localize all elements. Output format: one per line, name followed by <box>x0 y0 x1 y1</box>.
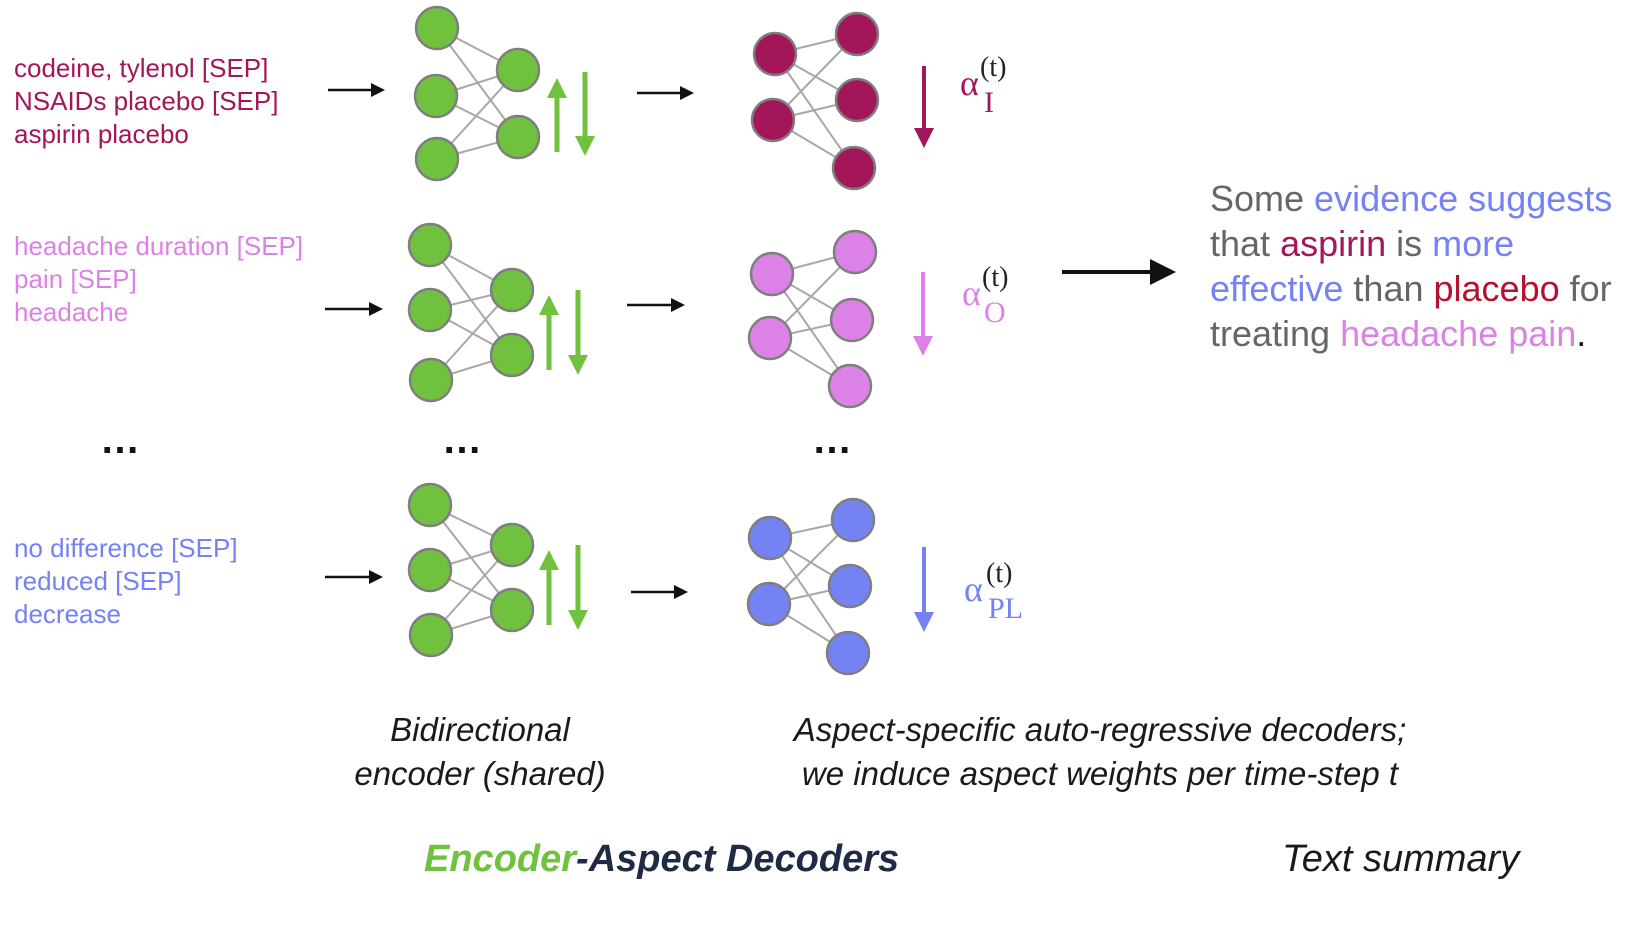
summary-segment: Some <box>1210 178 1315 219</box>
input-arrow-row-2-head <box>369 302 383 316</box>
decoder-row-2-node <box>827 363 873 409</box>
alpha-O-symbol: α <box>962 273 981 313</box>
decoder-row-1-node <box>750 97 796 143</box>
aspect-weight-arrow-row-2-head <box>913 336 933 356</box>
decoder-row-2-node <box>829 297 875 343</box>
summary-arrow-head <box>1150 259 1176 285</box>
row-1-line-1: codeine, tylenol [SEP] <box>14 53 269 83</box>
decoder-row-1-node <box>831 145 877 191</box>
row-3-line-1: no difference [SEP] <box>14 533 238 563</box>
summary-segment: than <box>1343 268 1434 309</box>
decoder-row-2-node <box>749 251 795 297</box>
encoder-row-1-node <box>414 5 460 51</box>
row-2-line-2: pain [SEP] <box>14 264 137 294</box>
encoder-row-3-node <box>408 612 454 658</box>
row-1-line-3: aspirin placebo <box>14 119 189 149</box>
encoder-to-decoder-arrow-row-2-head <box>671 298 685 312</box>
decoder-row-3-node <box>746 581 792 627</box>
text-summary: Some evidence suggests that aspirin is m… <box>1210 176 1640 356</box>
encoder-caption-line-2: encoder (shared) <box>354 755 606 792</box>
row-1-input-text: codeine, tylenol [SEP] NSAIDs placebo [S… <box>14 52 278 151</box>
ellipsis-decoder: … <box>812 418 854 462</box>
encoder-down-arrow-row-2-head <box>568 355 588 375</box>
encoder-row-1-node <box>413 73 459 119</box>
decoder-row-3-node <box>827 563 873 609</box>
encoder-caption-line-1: Bidirectional <box>390 711 570 748</box>
alpha-O-subscript: O <box>984 296 1006 329</box>
row-3-line-2: reduced [SEP] <box>14 566 182 596</box>
summary-segment: . <box>1576 313 1587 354</box>
encoder-to-decoder-arrow-row-3-head <box>674 585 688 599</box>
row-2-input-text: headache duration [SEP] pain [SEP] heada… <box>14 230 303 329</box>
row-3-input-text: no difference [SEP] reduced [SEP] decrea… <box>14 532 238 631</box>
summary-segment <box>1458 178 1468 219</box>
encoder-up-arrow-row-1-head <box>547 78 567 98</box>
encoder-row-2-node <box>407 287 453 333</box>
alpha-I-superscript: (t) <box>980 52 1007 83</box>
input-arrow-row-3-head <box>369 570 383 584</box>
summary-segment: more effective <box>1210 223 1515 309</box>
encoder-row-3-node <box>489 587 535 633</box>
encoder-to-decoder-arrow-row-1-head <box>680 86 694 100</box>
alpha-PL-label: α (t) PL <box>964 558 1023 625</box>
summary-segment: for treating <box>1210 268 1612 354</box>
summary-segment: suggests <box>1468 178 1613 219</box>
summary-segment: evidence <box>1314 178 1459 219</box>
ellipsis-encoder: … <box>442 418 484 462</box>
encoder-row-3-node <box>407 482 453 528</box>
decoder-caption-line-1: Aspect-specific auto-regressive decoders… <box>793 711 1407 748</box>
alpha-I-symbol: α <box>960 63 979 103</box>
encoder-row-1-node <box>495 47 541 93</box>
alpha-O-superscript: (t) <box>982 262 1009 293</box>
decoder-row-3-node <box>825 630 871 676</box>
alpha-I-label: α (t) I <box>960 52 1006 119</box>
decoder-row-1-node <box>752 31 798 77</box>
title-dash: - <box>576 838 589 880</box>
alpha-I-subscript: I <box>984 86 994 119</box>
decoder-caption: Aspect-specific auto-regressive decoders… <box>760 708 1440 796</box>
alpha-PL-superscript: (t) <box>986 558 1013 589</box>
encoder-row-2-node <box>408 357 454 403</box>
title-encoder: Encoder <box>424 838 577 880</box>
decoder-row-3-node <box>830 497 876 543</box>
encoder-up-arrow-row-3-head <box>539 550 559 570</box>
encoder-row-3-node <box>489 522 535 568</box>
encoder-down-arrow-row-3-head <box>568 610 588 630</box>
row-3-line-3: decrease <box>14 599 121 629</box>
summary-segment: placebo <box>1433 268 1560 309</box>
summary-segment: is <box>1386 223 1433 264</box>
decoder-row-2-node <box>747 315 793 361</box>
encoder-row-3-node <box>407 547 453 593</box>
row-1-line-2: NSAIDs placebo [SEP] <box>14 86 279 116</box>
aspect-weight-arrow-row-1-head <box>914 128 934 148</box>
encoder-row-2-node <box>489 332 535 378</box>
encoder-row-2-node <box>489 267 535 313</box>
input-arrow-row-1-head <box>371 83 385 97</box>
alpha-PL-subscript: PL <box>988 592 1024 625</box>
alpha-O-label: α (t) O <box>962 262 1008 329</box>
encoder-up-arrow-row-2-head <box>539 295 559 315</box>
decoder-row-1-node <box>834 11 880 57</box>
title-aspect-decoders: Aspect Decoders <box>588 838 900 880</box>
ellipsis-inputs: … <box>100 418 142 462</box>
row-2-line-3: headache <box>14 297 129 327</box>
encoder-down-arrow-row-1-head <box>575 136 595 156</box>
summary-segment: that <box>1210 223 1281 264</box>
row-2-line-1: headache duration [SEP] <box>14 231 304 261</box>
decoder-row-2-node <box>832 229 878 275</box>
encoder-row-1-node <box>414 136 460 182</box>
summary-segment: aspirin <box>1280 223 1387 264</box>
decoder-caption-line-2: we induce aspect weights per time-step t <box>801 755 1399 792</box>
alpha-PL-symbol: α <box>964 569 983 609</box>
model-title: Encoder-Aspect Decoders <box>424 838 899 881</box>
decoder-row-1-node <box>834 77 880 123</box>
encoder-row-2-node <box>407 222 453 268</box>
text-summary-label: Text summary <box>1282 838 1520 880</box>
encoder-row-1-node <box>495 114 541 160</box>
decoder-row-3-node <box>747 515 793 561</box>
encoder-caption: Bidirectional encoder (shared) <box>330 708 630 796</box>
aspect-weight-arrow-row-3-head <box>914 612 934 632</box>
summary-segment: headache pain <box>1340 313 1577 354</box>
